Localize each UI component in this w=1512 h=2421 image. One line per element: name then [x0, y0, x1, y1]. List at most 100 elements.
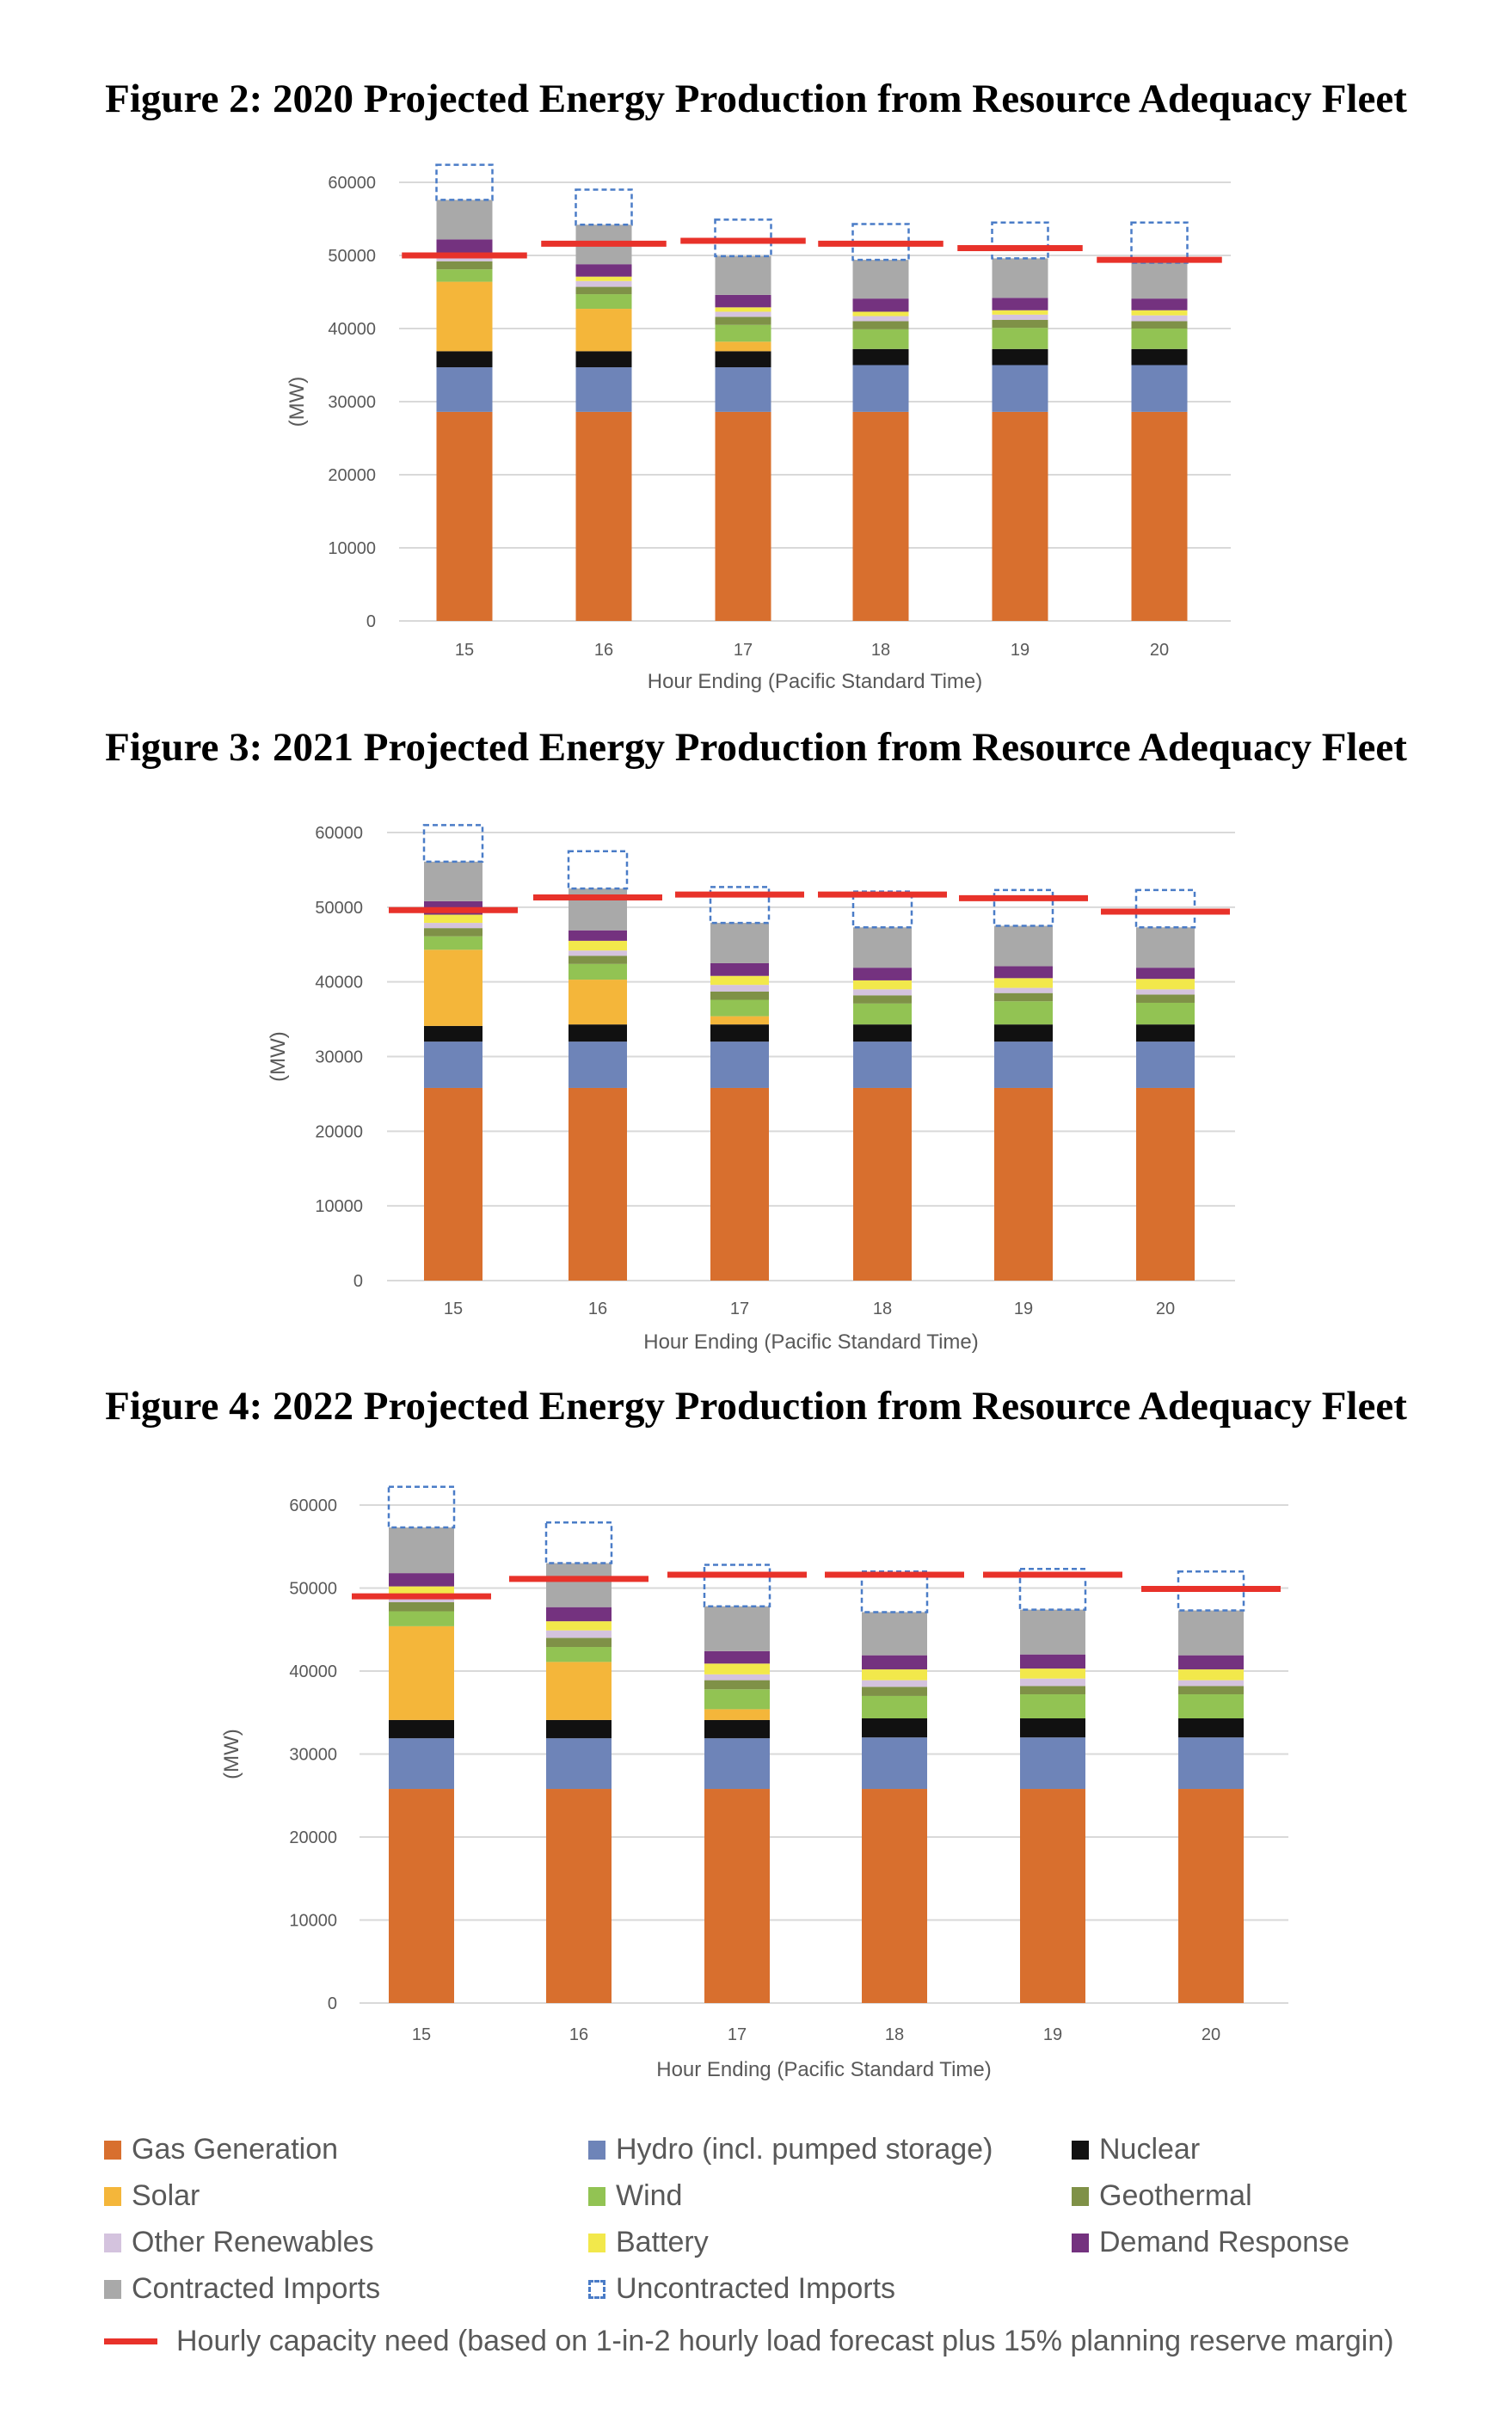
bar-segment-solar — [715, 341, 771, 352]
y-tick-label: 10000 — [289, 1912, 337, 1931]
bar-segment-wind — [1020, 1694, 1085, 1719]
y-tick-label: 10000 — [328, 539, 376, 558]
bar-segment-geothermal — [389, 1601, 454, 1612]
bar-segment-demand-response — [575, 264, 632, 277]
legend-label: Solar — [132, 2179, 200, 2212]
bar-segment-demand-response — [994, 966, 1053, 979]
bar-segment-geothermal — [569, 955, 627, 964]
bar-segment-solar — [575, 309, 632, 352]
legend-swatch — [588, 2279, 605, 2299]
bar-segment-wind — [704, 1689, 770, 1710]
bar-segment-demand-response — [1131, 298, 1188, 310]
bar-segment-battery — [1178, 1669, 1244, 1681]
y-tick-label: 50000 — [315, 899, 363, 918]
bar-segment-contracted-imports — [992, 258, 1048, 298]
y-axis-title: (MW) — [267, 1031, 290, 1082]
bar-segment-gas-generation — [389, 1789, 454, 2003]
y-tick-label: 60000 — [315, 824, 363, 843]
legend-swatch — [588, 2186, 605, 2206]
bar-segment-demand-response — [1136, 968, 1195, 980]
x-tick-label: 19 — [1014, 1300, 1033, 1318]
bar-segment-gas-generation — [575, 411, 632, 621]
bar-segment-nuclear — [1178, 1718, 1244, 1738]
bar-segment-other-renewables — [853, 989, 912, 996]
legend-label: Battery — [616, 2226, 709, 2258]
bar-segment-geothermal — [862, 1687, 927, 1696]
y-tick-label: 0 — [353, 1272, 363, 1291]
bar-segment-solar — [704, 1709, 770, 1720]
legend-item: Other Renewables — [104, 2226, 374, 2259]
bar-segment-geothermal — [704, 1680, 770, 1690]
x-tick-label: 15 — [444, 1300, 463, 1318]
bar-segment-nuclear — [546, 1719, 612, 1739]
bar-segment-gas-generation — [424, 1087, 482, 1281]
chart-2: 0 10000 20000 30000 40000 50000 60000 (MW) 15 16 1… — [220, 1485, 1288, 2081]
bar-segment-nuclear — [992, 348, 1048, 366]
bar-segment-demand-response — [436, 239, 493, 254]
bar-segment-battery — [1020, 1668, 1085, 1679]
bar-segment-battery — [862, 1669, 927, 1681]
bar-segment-wind — [994, 1001, 1053, 1025]
bar-segment-demand-response — [546, 1607, 612, 1622]
bar-segment-contracted-imports — [853, 927, 912, 968]
bar-segment-battery — [424, 914, 482, 924]
legend-item-capacity-need: Hourly capacity need (based on 1-in-2 ho… — [104, 2325, 1394, 2358]
bar-segment-hydro-incl-pumped-storage — [575, 367, 632, 412]
bar-segment-wind — [862, 1695, 927, 1719]
bar-segment-hydro-incl-pumped-storage — [546, 1738, 612, 1790]
bar-segment-wind — [853, 1003, 912, 1025]
bar-segment-hydro-incl-pumped-storage — [1178, 1737, 1244, 1790]
x-tick-label: 18 — [873, 1300, 892, 1318]
legend-swatch — [588, 2140, 605, 2160]
bar-segment-hydro-incl-pumped-storage — [569, 1042, 627, 1088]
bar-segment-battery — [704, 1663, 770, 1674]
bar-segment-other-renewables — [1020, 1678, 1085, 1687]
bar-segment-gas-generation — [994, 1087, 1053, 1281]
y-tick-label: 40000 — [289, 1662, 337, 1681]
bar-segment-hydro-incl-pumped-storage — [715, 367, 771, 412]
bar-segment-hydro-incl-pumped-storage — [710, 1042, 769, 1088]
bar-segment-wind — [1136, 1002, 1195, 1025]
figure-4-title: Figure 4: 2022 Projected Energy Producti… — [105, 1384, 1407, 1429]
bar-segment-contracted-imports — [424, 861, 482, 901]
y-axis-title: (MW) — [286, 377, 309, 427]
legend-swatch-line — [104, 2338, 157, 2344]
bar-segment-other-renewables — [1131, 315, 1188, 322]
bar-segment-nuclear — [575, 351, 632, 368]
y-tick-label: 20000 — [315, 1122, 363, 1141]
bar-segment-gas-generation — [1136, 1087, 1195, 1281]
bar-segment-hydro-incl-pumped-storage — [436, 367, 493, 412]
bar-segment-hydro-incl-pumped-storage — [704, 1738, 770, 1790]
x-tick-label: 19 — [1043, 2025, 1062, 2044]
chart-0: 0 10000 20000 30000 40000 50000 60000 (MW) 15 16 1… — [286, 163, 1231, 693]
bar-segment-contracted-imports — [436, 200, 493, 240]
bar-segment-nuclear — [853, 1024, 912, 1042]
bar-segment-nuclear — [1136, 1024, 1195, 1042]
legend-item: Wind — [588, 2179, 682, 2213]
bar-segment-hydro-incl-pumped-storage — [1136, 1042, 1195, 1088]
bar-segment-gas-generation — [852, 411, 909, 621]
bar-segment-nuclear — [1131, 348, 1188, 366]
x-tick-label: 15 — [412, 2025, 431, 2044]
x-tick-label: 18 — [885, 2025, 904, 2044]
bar-segment-demand-response — [862, 1655, 927, 1670]
bar-segment-geothermal — [546, 1638, 612, 1648]
bar-segment-solar — [424, 949, 482, 1026]
bar-segment-nuclear — [389, 1719, 454, 1739]
bar-segment-other-renewables — [992, 314, 1048, 320]
bar-segment-battery — [715, 307, 771, 312]
chart-1: 0 10000 20000 30000 40000 50000 60000 (MW) 15 16 1… — [267, 824, 1235, 1354]
bar-segment-geothermal — [1136, 994, 1195, 1003]
bar-segment-contracted-imports — [852, 260, 909, 299]
x-tick-label: 17 — [734, 641, 753, 660]
bar-segment-other-renewables — [436, 257, 493, 261]
x-tick-label: 15 — [455, 641, 474, 660]
bar-segment-battery — [1136, 979, 1195, 990]
y-tick-label: 20000 — [289, 1828, 337, 1847]
legend-swatch — [1072, 2186, 1089, 2206]
bar-segment-geothermal — [852, 321, 909, 329]
bar-segment-battery — [992, 310, 1048, 315]
bar-segment-uncontracted-imports — [993, 888, 1054, 927]
x-axis-title: Hour Ending (Pacific Standard Time) — [656, 2058, 992, 2081]
